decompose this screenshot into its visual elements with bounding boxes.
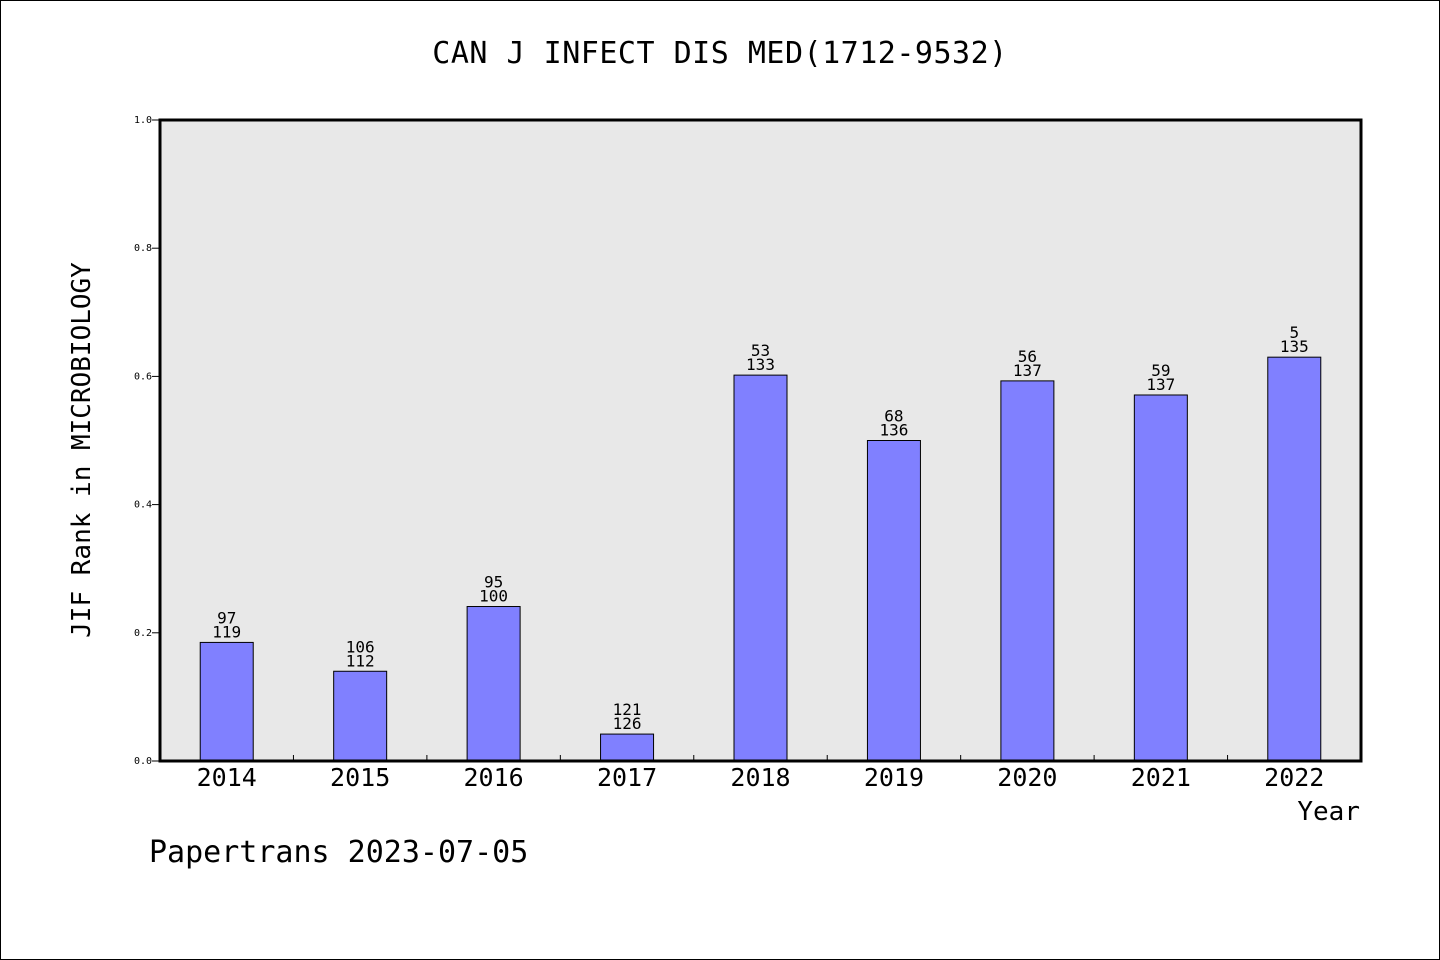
x-tick-label: 2019 xyxy=(864,763,924,792)
bar-2018 xyxy=(733,374,788,762)
bar-label-top: 121 xyxy=(613,700,642,719)
y-tick-label: 0.2 xyxy=(134,628,152,639)
x-tick-label: 2016 xyxy=(464,763,524,792)
bar-label-bottom: 137 xyxy=(1146,375,1175,394)
bar-label-bottom: 137 xyxy=(1013,361,1042,380)
x-tick-label: 2018 xyxy=(730,763,790,792)
bar-label-bottom: 100 xyxy=(479,587,508,606)
bar-label-bottom: 126 xyxy=(613,714,642,733)
bar-2019 xyxy=(866,440,921,762)
bar-2021 xyxy=(1133,394,1188,762)
y-tick-label: 0.0 xyxy=(134,756,152,767)
bar-2022 xyxy=(1267,356,1322,762)
bar-label-top: 106 xyxy=(346,637,375,656)
x-tick-label: 2015 xyxy=(330,763,390,792)
bar-label-top: 5 xyxy=(1289,323,1299,342)
bar-label-top: 95 xyxy=(484,573,503,592)
bar-2015 xyxy=(333,670,388,762)
bar-2016 xyxy=(466,606,521,762)
y-tick-label: 1.0 xyxy=(134,115,152,126)
x-axis-label: Year xyxy=(1297,797,1360,827)
bar-2014 xyxy=(199,641,254,762)
bar-label-top: 68 xyxy=(884,407,903,426)
bar-2017 xyxy=(600,733,655,762)
y-tick-label: 0.8 xyxy=(134,243,152,254)
bar-label-top: 59 xyxy=(1151,361,1170,380)
bar-label-top: 97 xyxy=(217,608,236,627)
chart-title: CAN J INFECT DIS MED(1712-9532) xyxy=(432,36,1008,71)
bar-2020 xyxy=(1000,380,1055,762)
x-tick-label: 2022 xyxy=(1264,763,1324,792)
footer-watermark: Papertrans 2023-07-05 xyxy=(149,835,529,870)
y-axis-label: JIF Rank in MICROBIOLOGY xyxy=(67,262,97,638)
bar-label-bottom: 112 xyxy=(346,651,375,670)
x-tick-label: 2020 xyxy=(997,763,1057,792)
x-tick-label: 2021 xyxy=(1131,763,1191,792)
bar-label-bottom: 119 xyxy=(212,622,241,641)
bar-label-top: 53 xyxy=(751,341,770,360)
y-tick-label: 0.4 xyxy=(134,500,152,511)
bar-label-top: 56 xyxy=(1018,347,1037,366)
bar-label-bottom: 135 xyxy=(1280,337,1309,356)
y-tick-label: 0.6 xyxy=(134,371,152,382)
x-tick-label: 2014 xyxy=(197,763,257,792)
x-tick-label: 2017 xyxy=(597,763,657,792)
bar-label-bottom: 133 xyxy=(746,355,775,374)
bar-label-bottom: 136 xyxy=(879,421,908,440)
plot-border xyxy=(158,118,1363,763)
